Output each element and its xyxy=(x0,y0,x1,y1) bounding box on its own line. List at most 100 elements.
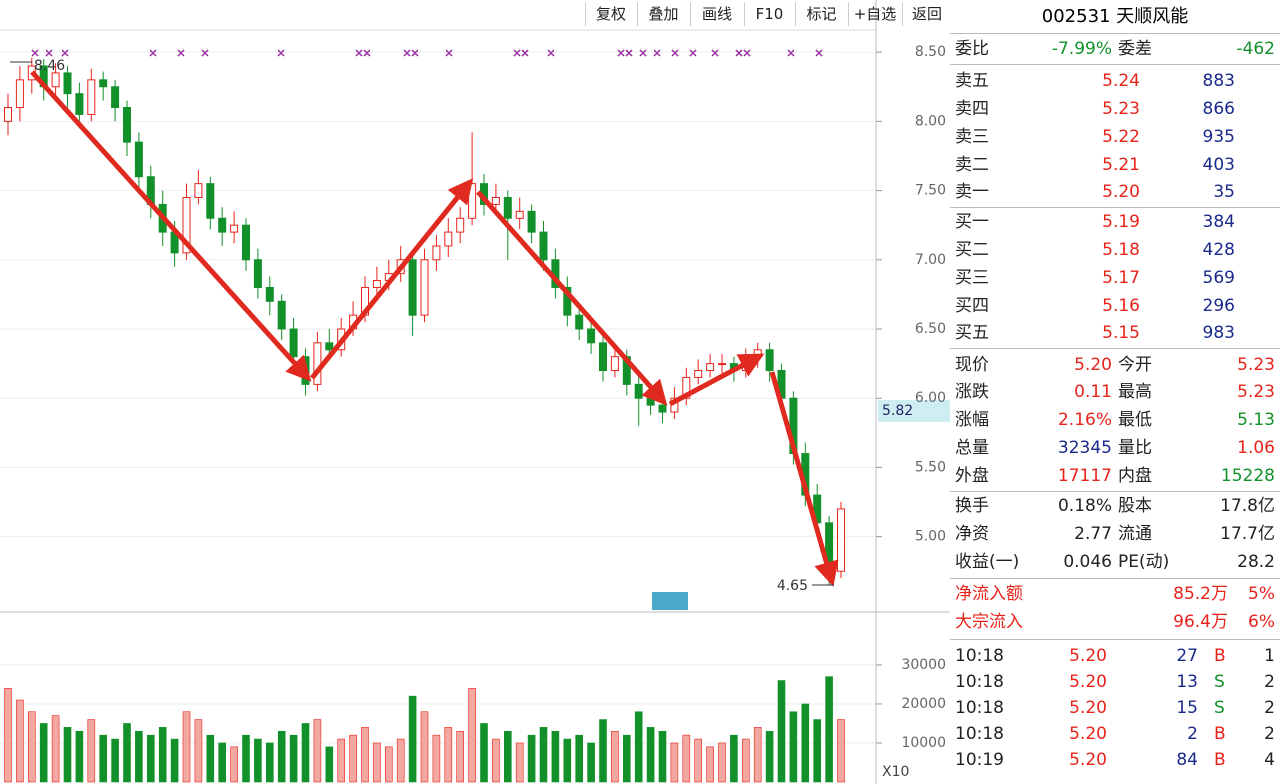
volume-bar xyxy=(599,719,607,783)
candle-body xyxy=(289,328,298,358)
row-label: 股本 xyxy=(1118,496,1152,516)
candle-body xyxy=(75,93,84,115)
row-label: 收益(一) xyxy=(955,552,1020,572)
y-tick-label: 5.50 xyxy=(915,459,946,475)
row-value: 15228 xyxy=(1220,466,1275,486)
row-value: 17.8亿 xyxy=(1220,496,1275,516)
volume-bar xyxy=(349,734,357,783)
book-volume: 569 xyxy=(1202,268,1235,288)
toolbar-button[interactable]: 返回 xyxy=(902,2,951,26)
book-price: 5.18 xyxy=(1102,240,1140,260)
zoom-label: X10 xyxy=(882,764,909,780)
volume-bar xyxy=(587,742,595,783)
candle-body xyxy=(408,259,417,316)
candle-body xyxy=(765,349,774,372)
row-label: 委差 xyxy=(1118,39,1152,59)
volume-bar xyxy=(456,730,465,783)
trade-price: 5.20 xyxy=(1069,724,1107,744)
trade-side: S xyxy=(1214,672,1225,692)
y-tick-label: 7.00 xyxy=(915,252,946,268)
book-price: 5.19 xyxy=(1102,212,1140,232)
volume-bar xyxy=(682,734,691,783)
candle-body xyxy=(468,183,477,219)
candle-body xyxy=(837,508,845,572)
volume-bar xyxy=(135,730,143,783)
chart-bg xyxy=(0,0,950,784)
candle-body xyxy=(658,404,667,413)
volume-bar xyxy=(87,719,96,783)
candle-body xyxy=(242,224,250,261)
volume-bar xyxy=(301,723,310,783)
volume-bar xyxy=(170,738,179,783)
row-label: 涨幅 xyxy=(955,410,989,430)
volume-bar xyxy=(373,742,381,783)
candle-body xyxy=(325,342,334,351)
y-tick-label: 10000 xyxy=(901,735,946,751)
book-label: 买四 xyxy=(955,296,989,316)
toolbar-button[interactable]: +自选 xyxy=(848,2,901,26)
row-value: 2.16% xyxy=(1057,410,1112,430)
volume-bar xyxy=(230,746,238,783)
volume-bar xyxy=(63,727,72,783)
separator xyxy=(950,578,1280,579)
toolbar-button[interactable]: F10 xyxy=(744,2,794,26)
row-value: 5.23 xyxy=(1237,355,1275,375)
book-price: 5.23 xyxy=(1102,99,1140,119)
volume-bar xyxy=(646,727,655,783)
y-tick-label: 20000 xyxy=(901,696,946,712)
book-volume: 866 xyxy=(1202,99,1235,119)
candle-body xyxy=(194,183,203,198)
trade-time: 10:19 xyxy=(955,750,1004,770)
row-value: -7.99% xyxy=(1051,39,1112,59)
y-tick-label: 30000 xyxy=(901,657,946,673)
row-label: 流通 xyxy=(1118,524,1152,544)
volume-bar xyxy=(277,730,286,783)
candle-body xyxy=(503,196,512,219)
volume-bar xyxy=(337,738,346,783)
candle-body xyxy=(718,363,726,366)
separator xyxy=(950,207,1280,208)
candle-body xyxy=(99,79,108,88)
trade-time: 10:18 xyxy=(955,646,1004,666)
book-price: 5.16 xyxy=(1102,296,1140,316)
row-value: 0.18% xyxy=(1057,496,1112,516)
book-label: 卖三 xyxy=(955,127,989,147)
volume-bar xyxy=(111,738,119,783)
volume-bar xyxy=(480,723,488,783)
volume-bar xyxy=(813,719,822,783)
row-value: 5% xyxy=(1248,584,1275,604)
candle-body xyxy=(277,300,286,330)
candle-body xyxy=(444,231,453,247)
candle-body xyxy=(527,210,536,233)
arrow xyxy=(30,70,312,382)
book-price: 5.15 xyxy=(1102,323,1140,343)
volume-bar xyxy=(837,719,845,783)
trade-side: B xyxy=(1214,646,1226,666)
toolbar-button[interactable]: 叠加 xyxy=(637,2,689,26)
book-price: 5.24 xyxy=(1102,71,1140,91)
candle-body xyxy=(539,231,548,261)
trade-volume: 2 xyxy=(1187,724,1198,744)
volume-bar xyxy=(527,734,536,783)
book-volume: 403 xyxy=(1202,155,1235,175)
candle-body xyxy=(63,72,72,95)
candle-body xyxy=(515,210,524,219)
row-value: 1.06 xyxy=(1237,438,1275,458)
separator xyxy=(950,491,1280,492)
toolbar-button[interactable]: 标记 xyxy=(795,2,847,26)
book-label: 买二 xyxy=(955,240,989,260)
trade-price: 5.20 xyxy=(1069,750,1107,770)
trade-count: 2 xyxy=(1264,672,1275,692)
volume-bar xyxy=(658,730,667,783)
book-label: 卖五 xyxy=(955,71,989,91)
candle-body xyxy=(230,224,239,233)
volume-bar xyxy=(551,730,560,783)
row-value: 2.77 xyxy=(1074,524,1112,544)
toolbar-button[interactable]: 画线 xyxy=(690,2,743,26)
candle-body xyxy=(206,183,215,219)
toolbar-button[interactable]: 复权 xyxy=(585,2,636,26)
volume-bar xyxy=(718,742,726,783)
trend-arrows xyxy=(30,70,839,587)
volume-bar xyxy=(384,746,393,783)
